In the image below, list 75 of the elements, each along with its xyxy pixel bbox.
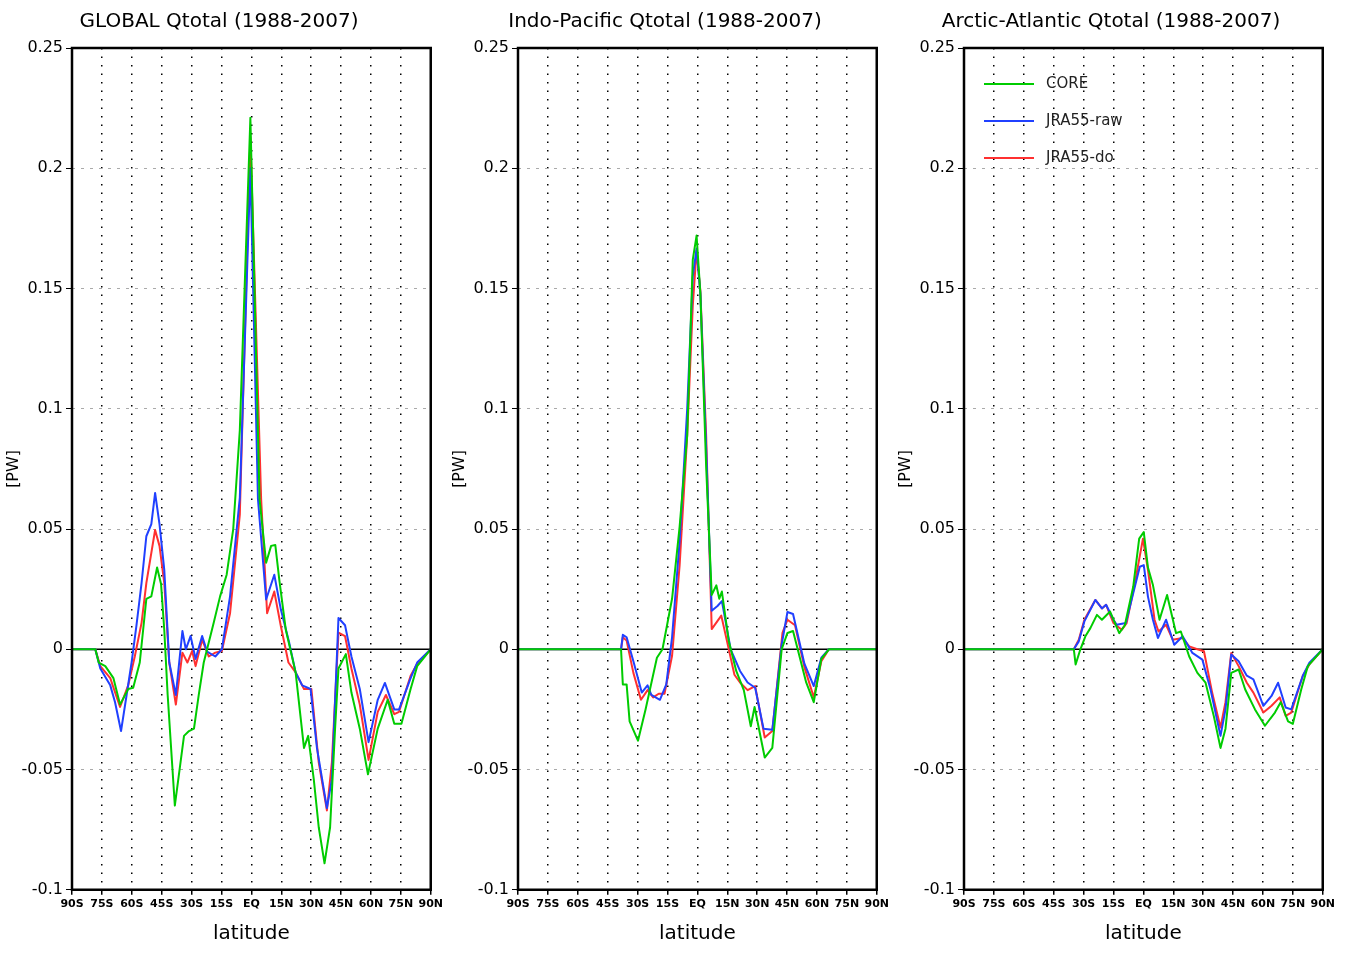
x-tick-label: 45S	[1042, 897, 1066, 911]
legend-label: JRA55-raw	[1045, 110, 1123, 129]
y-tick-label: 0.2	[483, 157, 509, 177]
x-tick-label: 30N	[1190, 897, 1216, 911]
chart-title: GLOBAL Qtotal (1988-2007)	[79, 8, 359, 33]
x-tick-label: 15S	[1101, 897, 1126, 911]
y-tick-label: 0.1	[37, 397, 63, 417]
x-tick-label: 90S	[952, 897, 976, 911]
x-tick-label: 45S	[596, 897, 620, 911]
y-tick-label: 0.2	[929, 157, 955, 177]
x-tick-label: 30S	[1071, 897, 1096, 911]
x-tick-label: 30S	[179, 897, 204, 911]
y-tick-label: 0	[52, 638, 63, 658]
x-tick-label: 15S	[655, 897, 680, 911]
x-tick-label: 15N	[269, 897, 294, 911]
x-tick-label: EQ	[688, 897, 706, 911]
y-tick-label: -0.1	[31, 878, 63, 898]
x-tick-label: 75S	[982, 897, 1006, 911]
y-tick-label: -0.1	[923, 878, 955, 898]
y-tick-label: 0.05	[919, 518, 955, 538]
y-tick-label: -0.05	[21, 758, 63, 778]
x-tick-label: EQ	[1134, 897, 1152, 911]
x-tick-label: 45N	[328, 897, 354, 911]
y-tick-label: -0.05	[913, 758, 955, 778]
legend-label: CORE	[1046, 73, 1089, 92]
y-tick-label: 0.15	[27, 277, 63, 297]
x-tick-label: 15S	[209, 897, 234, 911]
legend-label: JRA55-do	[1045, 147, 1114, 166]
y-tick-label: 0.2	[37, 157, 63, 177]
x-tick-label: 45N	[1220, 897, 1246, 911]
x-axis-title: latitude	[1105, 920, 1182, 945]
x-tick-label: 60S	[566, 897, 590, 911]
y-tick-label: 0.05	[27, 518, 63, 538]
y-tick-label: 0.05	[473, 518, 509, 538]
y-tick-label: -0.05	[467, 758, 509, 778]
x-tick-label: 60N	[358, 897, 384, 911]
x-tick-label: 45S	[150, 897, 174, 911]
y-tick-label: 0.25	[27, 37, 63, 57]
x-tick-label: 90N	[1310, 897, 1335, 911]
y-tick-label: 0.15	[473, 277, 509, 297]
y-tick-label: -0.1	[477, 878, 509, 898]
x-tick-label: 75N	[388, 897, 414, 911]
x-tick-label: 90N	[864, 897, 889, 911]
x-tick-label: 60S	[120, 897, 144, 911]
x-axis-title: latitude	[213, 920, 290, 945]
chart-title: Indo-Pacific Qtotal (1988-2007)	[508, 8, 822, 33]
x-tick-label: 30N	[744, 897, 770, 911]
x-tick-label: 30N	[298, 897, 324, 911]
x-tick-label: 75S	[536, 897, 560, 911]
x-tick-label: 75N	[834, 897, 860, 911]
y-axis-title: [PW]	[894, 449, 914, 488]
y-tick-label: 0	[498, 638, 509, 658]
x-tick-label: 15N	[715, 897, 740, 911]
x-tick-label: 15N	[1161, 897, 1186, 911]
y-tick-label: 0.1	[929, 397, 955, 417]
y-tick-label: 0.25	[473, 37, 509, 57]
x-tick-label: 30S	[625, 897, 650, 911]
y-tick-label: 0.15	[919, 277, 955, 297]
x-tick-label: 75S	[90, 897, 114, 911]
x-tick-label: EQ	[242, 897, 260, 911]
y-tick-label: 0	[944, 638, 955, 658]
x-tick-label: 60N	[804, 897, 830, 911]
x-tick-label: 90S	[506, 897, 530, 911]
x-tick-label: 45N	[774, 897, 800, 911]
x-tick-label: 60S	[1012, 897, 1036, 911]
x-tick-label: 90N	[418, 897, 443, 911]
y-axis-title: [PW]	[448, 449, 468, 488]
x-tick-label: 60N	[1250, 897, 1276, 911]
y-tick-label: 0.25	[919, 37, 955, 57]
y-tick-label: 0.1	[483, 397, 509, 417]
chart-title: Arctic-Atlantic Qtotal (1988-2007)	[941, 8, 1281, 33]
x-tick-label: 75N	[1280, 897, 1306, 911]
x-tick-label: 90S	[60, 897, 84, 911]
y-axis-title: [PW]	[2, 449, 22, 488]
x-axis-title: latitude	[659, 920, 736, 945]
